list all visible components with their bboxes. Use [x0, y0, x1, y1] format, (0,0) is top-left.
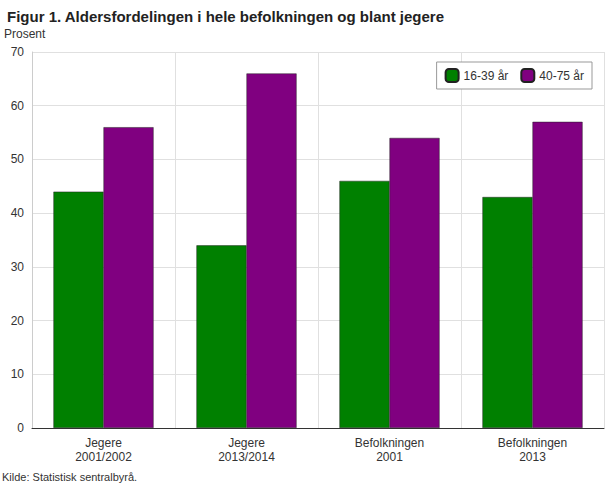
- svg-text:2013: 2013: [519, 450, 546, 464]
- svg-text:Befolkningen: Befolkningen: [498, 436, 567, 450]
- svg-text:50: 50: [11, 152, 25, 166]
- svg-text:Jegere: Jegere: [228, 436, 265, 450]
- svg-text:60: 60: [11, 99, 25, 113]
- svg-text:30: 30: [11, 260, 25, 274]
- svg-text:2001: 2001: [376, 450, 403, 464]
- svg-text:Figur 1. Aldersfordelingen i h: Figur 1. Aldersfordelingen i hele befolk…: [7, 8, 444, 25]
- svg-text:Prosent: Prosent: [4, 27, 46, 41]
- svg-text:0: 0: [17, 421, 24, 435]
- svg-text:Jegere: Jegere: [85, 436, 122, 450]
- svg-text:70: 70: [11, 45, 25, 59]
- svg-text:20: 20: [11, 314, 25, 328]
- svg-text:2001/2002: 2001/2002: [75, 450, 132, 464]
- svg-text:Kilde: Statistisk sentralbyrå.: Kilde: Statistisk sentralbyrå.: [2, 471, 137, 483]
- svg-text:10: 10: [11, 367, 25, 381]
- svg-text:2013/2014: 2013/2014: [218, 450, 275, 464]
- svg-text:16-39 år: 16-39 år: [464, 69, 509, 83]
- svg-text:40-75 år: 40-75 år: [539, 69, 584, 83]
- svg-text:Befolkningen: Befolkningen: [355, 436, 424, 450]
- svg-text:40: 40: [11, 206, 25, 220]
